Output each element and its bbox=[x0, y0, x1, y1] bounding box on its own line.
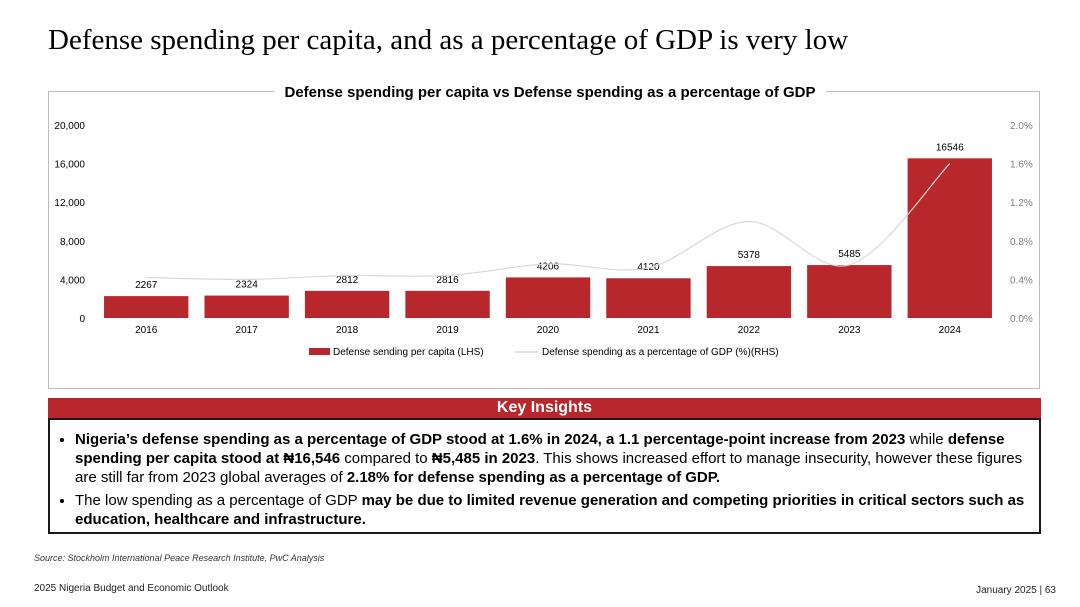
bar-2019 bbox=[405, 290, 490, 318]
key-insights-list: Nigeria’s defense spending as a percenta… bbox=[60, 430, 1027, 529]
legend-swatch-bars bbox=[309, 348, 330, 355]
x-axis-tick-label: 2020 bbox=[537, 325, 560, 336]
bar-2016 bbox=[104, 296, 189, 318]
left-axis-tick-label: 20,000 bbox=[54, 121, 85, 132]
bar-value-label: 2324 bbox=[236, 280, 259, 291]
x-axis-tick-label: 2022 bbox=[738, 325, 761, 336]
bar-2023 bbox=[807, 265, 892, 318]
bar-value-label: 2267 bbox=[135, 280, 158, 291]
insight-bullet: The low spending as a percentage of GDP … bbox=[75, 491, 1027, 529]
source-note: Source: Stockholm International Peace Re… bbox=[34, 553, 325, 563]
right-axis-tick-label: 0.4% bbox=[1010, 275, 1033, 286]
left-axis-tick-label: 16,000 bbox=[54, 160, 85, 171]
insight-text: ₦5,485 in 2023 bbox=[431, 450, 536, 467]
gdp-percentage-line bbox=[146, 163, 951, 281]
left-axis-tick-label: 0 bbox=[79, 314, 85, 325]
x-axis-tick-label: 2016 bbox=[135, 325, 158, 336]
legend-label-line: Defense spending as a percentage of GDP … bbox=[542, 347, 779, 358]
key-insights-box: Nigeria’s defense spending as a percenta… bbox=[48, 418, 1041, 534]
x-axis-tick-label: 2021 bbox=[637, 325, 660, 336]
bar-2018 bbox=[304, 290, 390, 318]
insight-text: while bbox=[905, 431, 948, 448]
bar-2021 bbox=[606, 278, 691, 318]
x-axis-tick-label: 2018 bbox=[336, 325, 359, 336]
bar-value-label: 2816 bbox=[436, 275, 459, 286]
chart-title: Defense spending per capita vs Defense s… bbox=[274, 84, 826, 102]
bar-value-label: 2812 bbox=[336, 275, 359, 286]
insight-text: Nigeria’s defense spending as a percenta… bbox=[75, 431, 906, 448]
insight-text: may be due to limited revenue generation… bbox=[75, 492, 1025, 528]
bar-2022 bbox=[706, 266, 792, 318]
legend-label-bars: Defense sending per capita (LHS) bbox=[333, 347, 484, 358]
bar-value-label: 4206 bbox=[537, 261, 560, 272]
insight-bullet: Nigeria’s defense spending as a percenta… bbox=[75, 430, 1027, 487]
bar-value-label: 5485 bbox=[838, 249, 861, 260]
bar-2024 bbox=[907, 158, 992, 318]
page-title: Defense spending per capita, and as a pe… bbox=[48, 24, 849, 56]
x-axis-tick-label: 2023 bbox=[838, 325, 861, 336]
x-axis-tick-label: 2019 bbox=[436, 325, 459, 336]
left-axis-tick-label: 4,000 bbox=[60, 275, 85, 286]
x-axis-tick-label: 2024 bbox=[939, 325, 962, 336]
key-insights-header: Key Insights bbox=[48, 398, 1041, 418]
insight-text: The low spending as a percentage of GDP bbox=[75, 492, 362, 509]
right-axis-tick-label: 0.0% bbox=[1010, 314, 1033, 325]
left-axis-tick-label: 8,000 bbox=[60, 237, 85, 248]
bar-2020 bbox=[505, 277, 591, 318]
bar-value-label: 16546 bbox=[936, 142, 964, 153]
combo-chart: 0 4,000 8,000 12,000 16,000 20,000 0.0% 0.4% 0.8… bbox=[54, 121, 1033, 358]
insight-text: . This shows increased effort to manage … bbox=[75, 450, 1023, 486]
footer-report-title: 2025 Nigeria Budget and Economic Outlook bbox=[34, 583, 229, 594]
footer-date-page: January 2025 | 63 bbox=[976, 585, 1056, 596]
insight-text: compared to bbox=[340, 450, 432, 467]
right-axis-tick-label: 0.8% bbox=[1010, 237, 1033, 248]
insight-text: 2.18% for defense spending as a percenta… bbox=[346, 469, 720, 486]
x-axis-tick-label: 2017 bbox=[236, 325, 259, 336]
right-axis-tick-label: 2.0% bbox=[1010, 121, 1033, 132]
left-axis-tick-label: 12,000 bbox=[54, 198, 85, 209]
bar-value-label: 5378 bbox=[738, 250, 761, 261]
insight-text: defense spending per capita stood at ₦16… bbox=[75, 431, 1005, 467]
right-axis-tick-label: 1.6% bbox=[1010, 160, 1033, 171]
bar-2017 bbox=[204, 295, 289, 318]
right-axis-tick-label: 1.2% bbox=[1010, 198, 1033, 209]
